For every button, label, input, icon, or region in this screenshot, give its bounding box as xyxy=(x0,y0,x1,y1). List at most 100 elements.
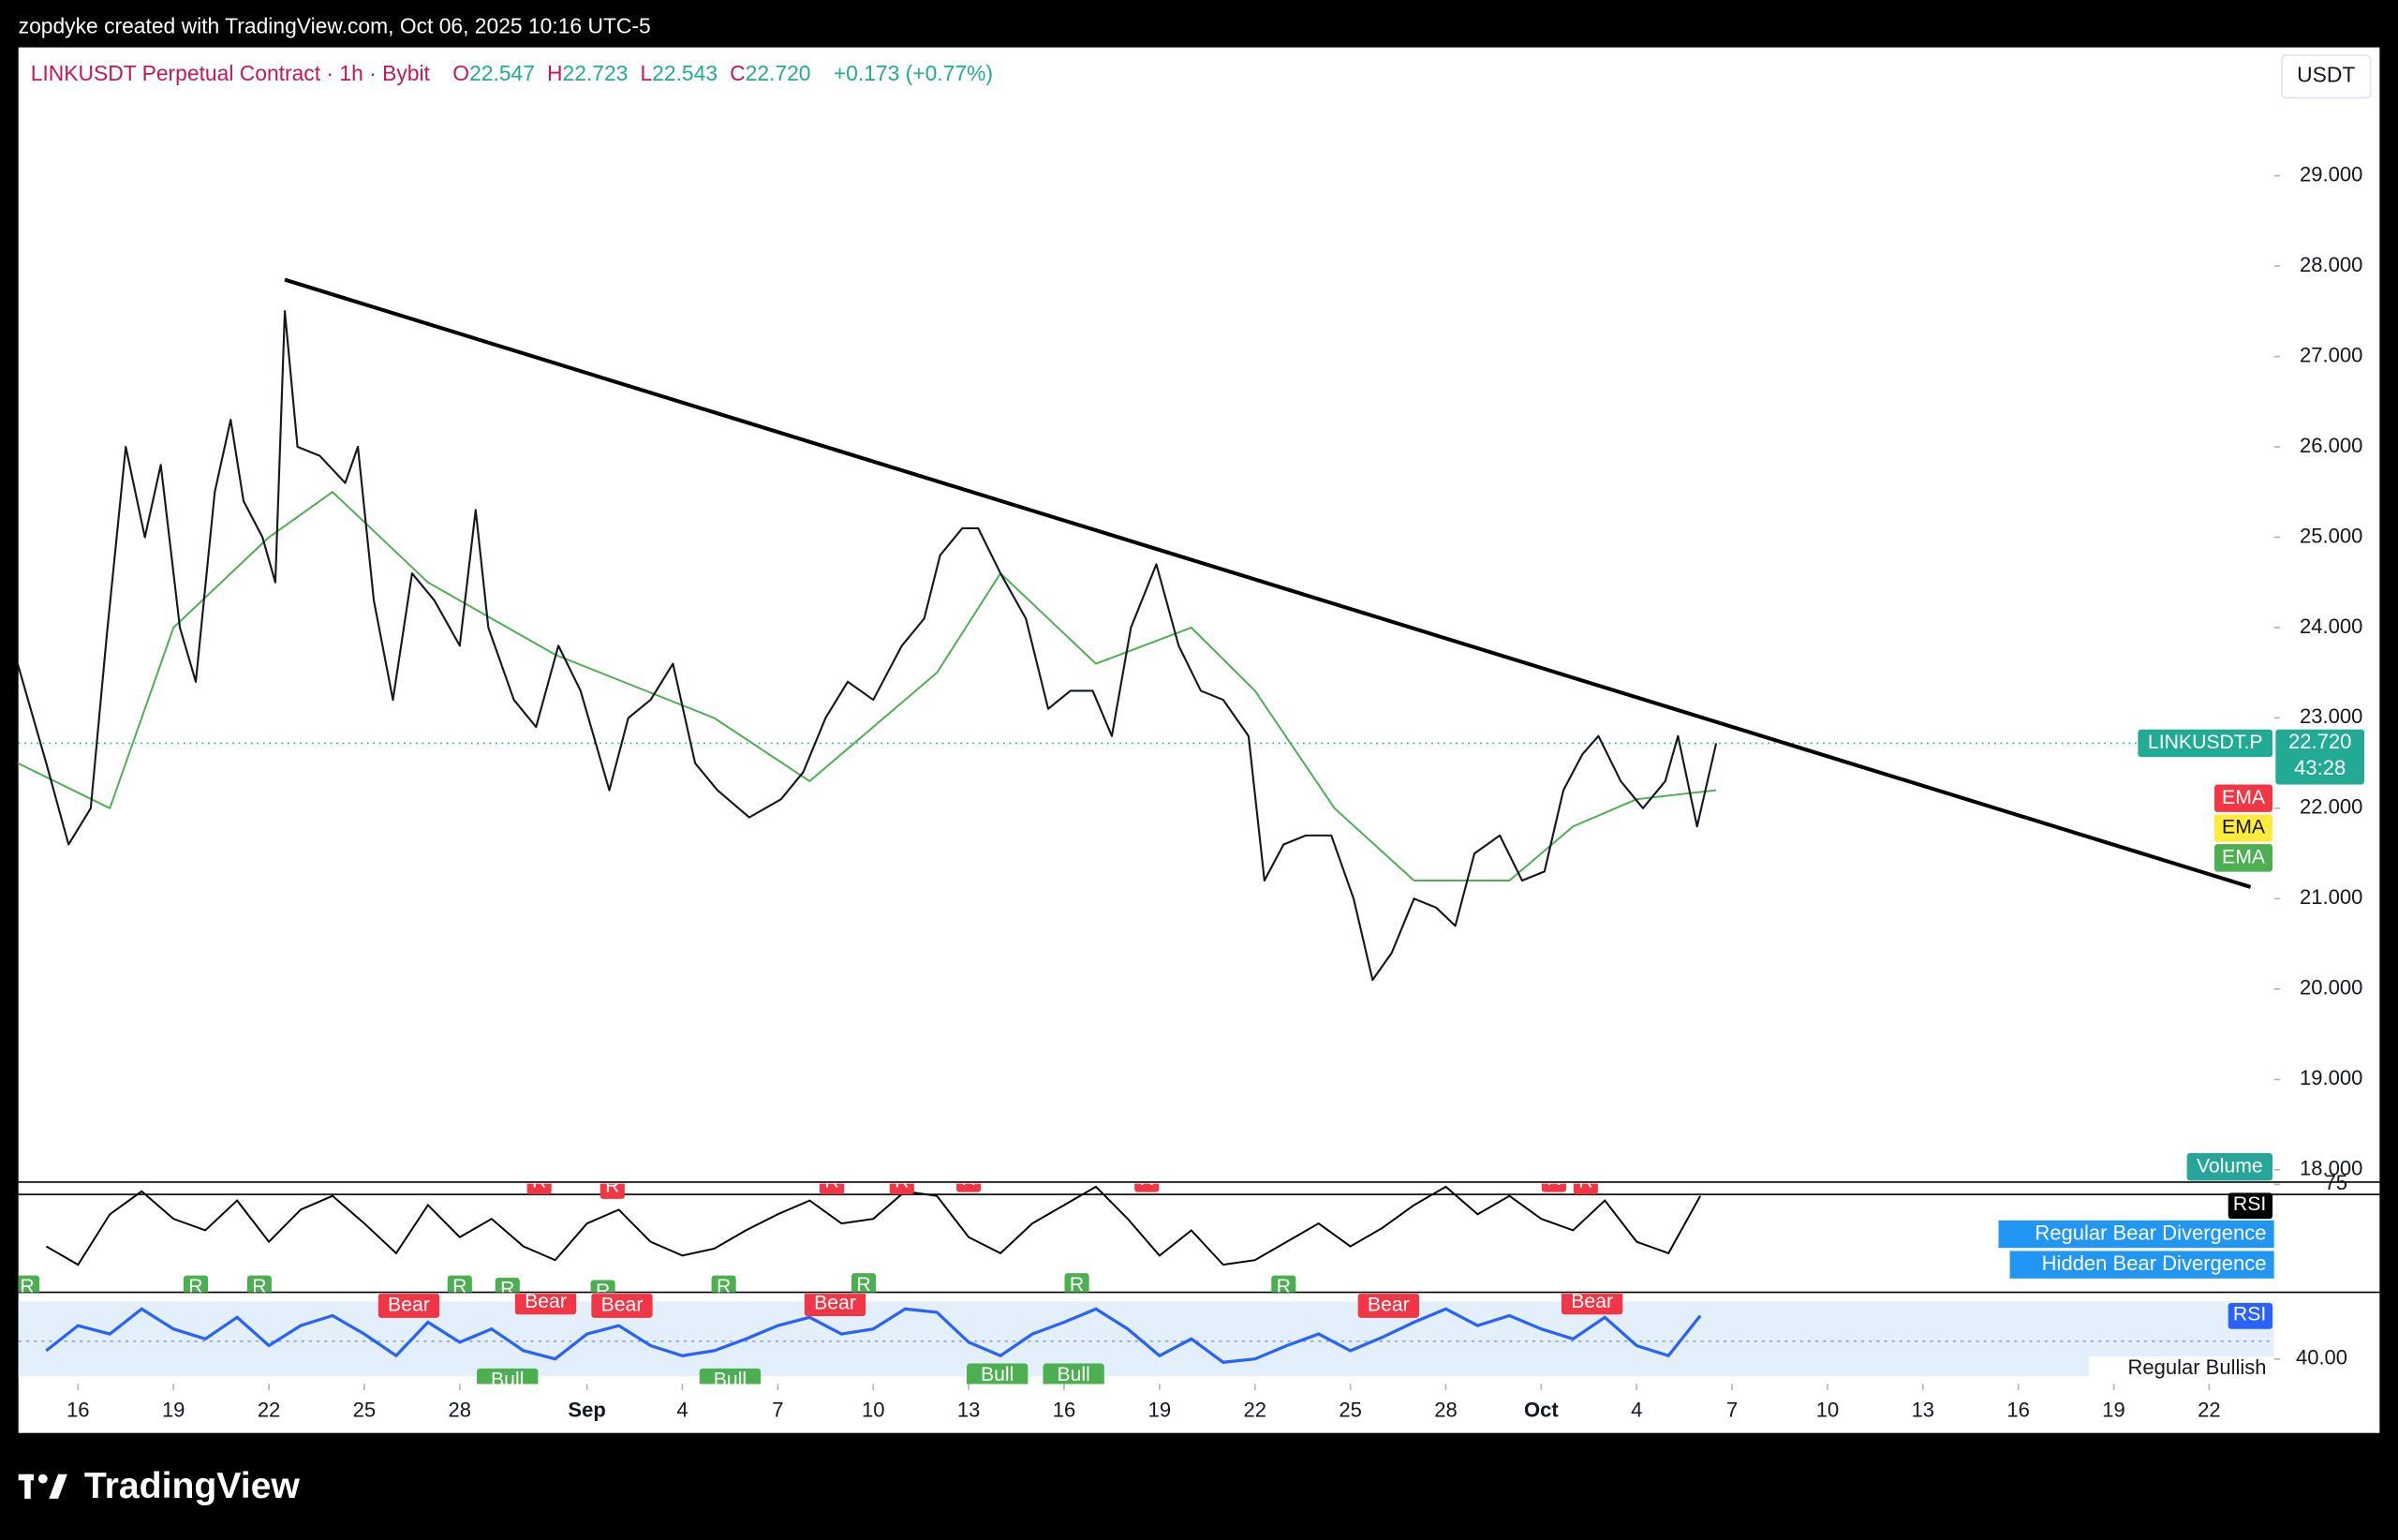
x-tick-label: 22 xyxy=(2198,1399,2221,1422)
chart-panel xyxy=(18,47,2380,1433)
divergence-badge xyxy=(477,1368,539,1385)
y-tick-label: 18.000 xyxy=(2300,1157,2362,1180)
divergence-badge xyxy=(1134,1183,1160,1192)
divergence-badge xyxy=(1562,1294,1623,1315)
divergence-text: R xyxy=(596,1281,610,1302)
divergence-text: R xyxy=(895,1171,909,1192)
divergence-text: Bear xyxy=(525,1291,567,1312)
x-tick-label: 19 xyxy=(1148,1399,1172,1422)
symbol-badge-text: LINKUSDT.P xyxy=(2148,732,2263,753)
ema-line xyxy=(17,491,1717,882)
y-tick-label: 28.000 xyxy=(2300,253,2362,276)
divergence-badge xyxy=(1541,1183,1566,1192)
ema-badge-text: EMA xyxy=(2222,846,2266,867)
x-tick-label: 10 xyxy=(862,1399,885,1422)
x-tick-label: 19 xyxy=(162,1399,185,1422)
divergence-badge xyxy=(967,1363,1029,1385)
divergence-text: R xyxy=(605,1175,619,1196)
y-tick-label: 19.000 xyxy=(2300,1066,2362,1089)
divergence-text: R xyxy=(961,1168,975,1190)
divergence-text: R xyxy=(452,1276,466,1297)
divergence-badge xyxy=(590,1280,615,1293)
divergence-badge xyxy=(711,1275,736,1293)
divergence-badge xyxy=(246,1275,272,1293)
rsi-badge-text: RSI xyxy=(2233,1193,2266,1215)
logo: TradingView xyxy=(18,1466,301,1506)
divergence-badge xyxy=(1271,1275,1296,1293)
divergence-badge xyxy=(377,1294,440,1318)
divergence-text: Bull xyxy=(714,1370,747,1391)
ema-badge xyxy=(2214,814,2273,842)
divergence-badge xyxy=(889,1183,914,1195)
currency-button[interactable] xyxy=(2281,53,2372,99)
ohlc-key: H xyxy=(547,61,563,85)
legend-text: Hidden Bear Divergence xyxy=(2042,1251,2267,1275)
divergence-text: R xyxy=(532,1171,546,1192)
legend-text: Regular Bullish xyxy=(2127,1355,2266,1379)
volume-badge xyxy=(2186,1152,2273,1181)
ohlc-value: 22.547 xyxy=(469,61,535,85)
divergence-text: R xyxy=(1578,1171,1592,1192)
currency[interactable]: USDT xyxy=(2297,63,2355,87)
countdown: 43:28 xyxy=(2294,756,2346,779)
divergence-badge xyxy=(804,1294,866,1317)
divergence-badge xyxy=(1064,1273,1089,1293)
divergence-badge xyxy=(600,1183,625,1199)
divergence-text: R xyxy=(1070,1274,1084,1296)
x-tick-label: Sep xyxy=(568,1399,605,1422)
volume-badge-text: Volume xyxy=(2197,1155,2263,1177)
y-tick-label: 26.000 xyxy=(2300,434,2362,457)
x-tick-label: 25 xyxy=(353,1399,377,1422)
divergence-text: Bear xyxy=(1571,1291,1613,1312)
ema-badge-text: EMA xyxy=(2222,787,2266,808)
divergence-text: R xyxy=(500,1279,514,1300)
divergence-text: R xyxy=(188,1276,202,1297)
change: +0.173 (+0.77%) xyxy=(834,61,993,85)
ohlc-key: C xyxy=(730,61,746,85)
y-tick-label: 24.000 xyxy=(2300,615,2362,638)
x-tick-label: 16 xyxy=(1053,1399,1076,1422)
ema-badge-text: EMA xyxy=(2222,817,2266,838)
legend-badge xyxy=(2009,1251,2274,1279)
legend-text: Regular Bear Divergence xyxy=(2035,1221,2266,1244)
rsi-pane: Bear Bear Bear Bear Bear Bear Bull Bull Bull Bull xyxy=(45,1291,1702,1391)
ema-badge xyxy=(2214,784,2273,812)
divergence-badge xyxy=(820,1183,845,1195)
y-tick-label: 27.000 xyxy=(2300,343,2362,366)
y-tick-label: 23.000 xyxy=(2300,704,2362,728)
y-tick-label: 20.000 xyxy=(2300,976,2362,1000)
x-tick-label: 22 xyxy=(1243,1399,1266,1422)
divergence-text: R xyxy=(824,1171,838,1192)
price-badge-text: 22.720 xyxy=(2288,730,2351,753)
divergence-text: Bull xyxy=(981,1364,1014,1385)
x-tick-label: 28 xyxy=(449,1399,471,1422)
divergence-text: R xyxy=(1547,1168,1561,1190)
rsi-line xyxy=(45,1307,1702,1364)
ohlc-key: O xyxy=(452,61,469,85)
logo-text: TradingView xyxy=(84,1466,301,1506)
divergence-badge xyxy=(1043,1363,1104,1385)
ohlc-value: 22.720 xyxy=(746,61,811,85)
divergence-badge xyxy=(495,1278,520,1293)
rsi-band xyxy=(18,1301,2274,1377)
divergence-badge xyxy=(1573,1183,1598,1195)
divergence-text: Bear xyxy=(388,1294,430,1315)
x-tick-label: 7 xyxy=(1726,1399,1738,1422)
divergence-text: Bear xyxy=(601,1294,644,1315)
x-tick-label: 4 xyxy=(676,1399,688,1422)
x-tick-label: 25 xyxy=(1339,1399,1362,1422)
divergence-text: Bull xyxy=(491,1370,524,1391)
divergence-text: R xyxy=(20,1276,34,1297)
x-tick-label: Oct xyxy=(1524,1399,1559,1422)
y-tick-label: 22.000 xyxy=(2300,795,2362,819)
rsi-tick-label: 75 xyxy=(2325,1171,2348,1194)
divergence-text: R xyxy=(856,1274,870,1296)
divergence-badge xyxy=(956,1183,982,1192)
x-tick-label: 4 xyxy=(1631,1399,1642,1422)
symbol: LINKUSDT Perpetual Contract · 1h · Bybit xyxy=(31,61,431,85)
x-tick-label: 13 xyxy=(957,1399,981,1422)
divergence-badge xyxy=(18,1275,40,1293)
x-tick-label: 28 xyxy=(1434,1399,1458,1422)
